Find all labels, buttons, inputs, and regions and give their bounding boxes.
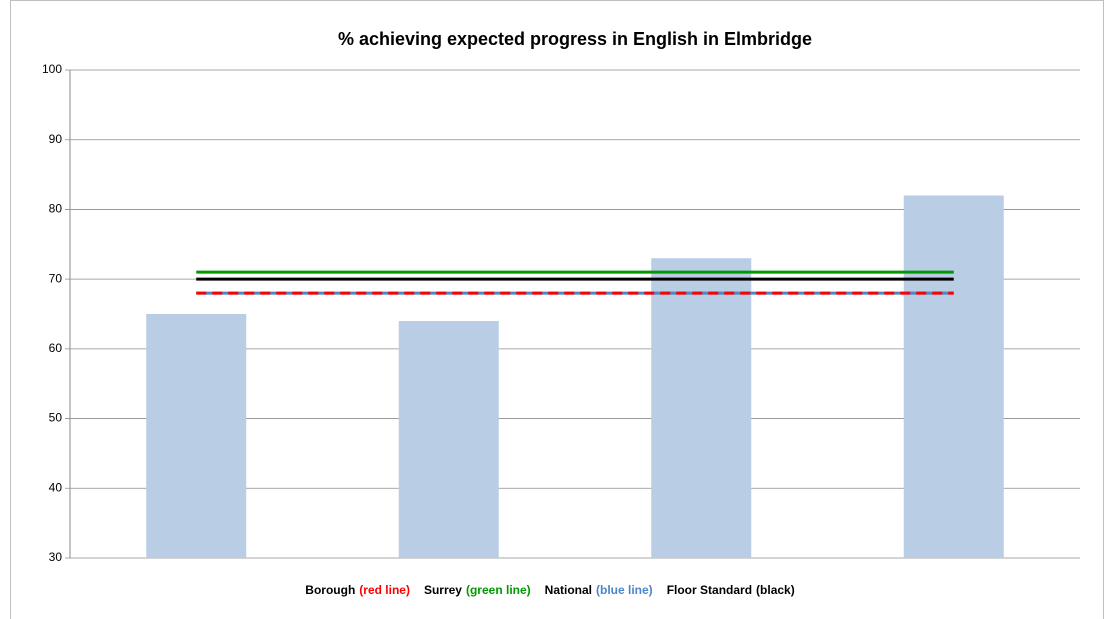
legend-note: (black) — [756, 583, 795, 597]
y-tick-label: 50 — [49, 411, 63, 425]
legend-name: Borough — [305, 583, 356, 597]
legend-item: Surrey (green line) — [424, 583, 531, 597]
chart-title: % achieving expected progress in English… — [338, 29, 812, 49]
legend-item: National (blue line) — [545, 583, 653, 597]
legend-name: Surrey — [423, 583, 462, 597]
y-tick-label: 90 — [49, 132, 63, 146]
y-tick-label: 30 — [49, 550, 63, 564]
legend-note: (blue line) — [596, 583, 653, 597]
legend-note: (red line) — [359, 583, 410, 597]
bar — [398, 320, 499, 558]
legend-name: Floor Standard — [666, 583, 753, 597]
legend: Borough (red line) Surrey (green line) Natio… — [0, 583, 1090, 597]
y-tick-label: 80 — [49, 202, 63, 216]
y-tick-label: 40 — [49, 480, 63, 494]
y-tick-label: 60 — [49, 341, 63, 355]
legend-note: (green line) — [465, 583, 531, 597]
legend-item: Floor Standard (black) — [667, 583, 795, 597]
legend-item: Borough (red line) — [305, 583, 410, 597]
bar — [146, 314, 247, 558]
bar — [651, 258, 752, 558]
legend-name: National — [544, 583, 593, 597]
y-tick-label: 70 — [49, 271, 63, 285]
bar — [903, 195, 1004, 558]
y-tick-label: 100 — [42, 62, 62, 76]
chart-frame — [10, 0, 1104, 619]
